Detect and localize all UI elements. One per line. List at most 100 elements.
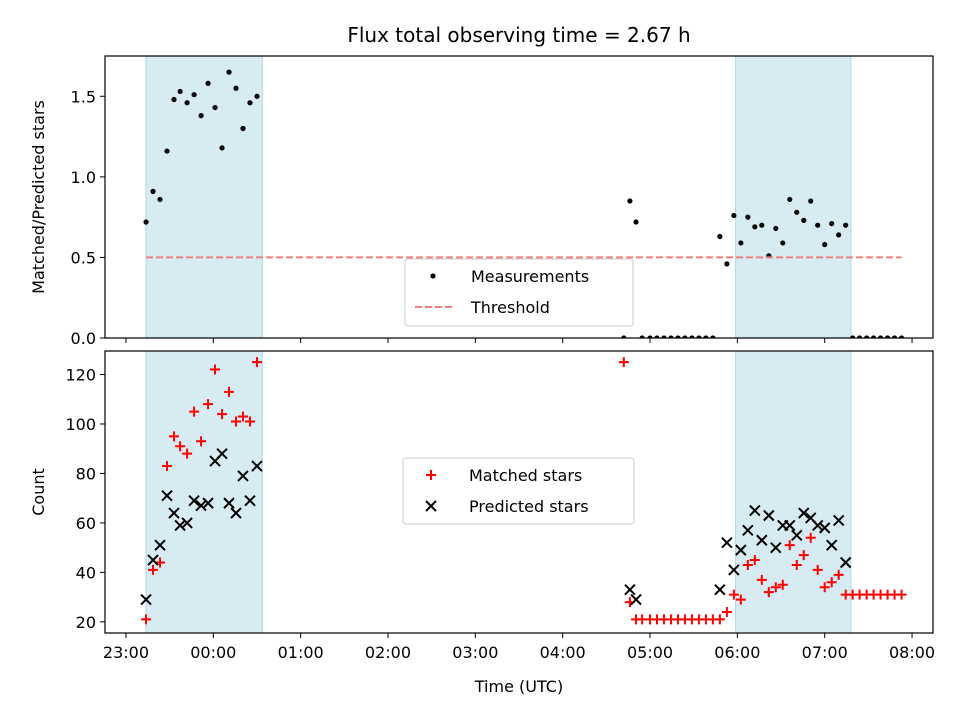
y-tick-label: 1.5 [71,87,96,106]
predicted-star-point [839,556,852,569]
measurement-point [745,214,751,220]
matched-star-point [721,606,732,617]
measurement-point [822,241,828,248]
predicted-star-point [812,519,824,532]
predicted-star-point [154,539,166,551]
measurement-point [884,335,891,338]
measurement-point [661,335,667,338]
predicted-star-point [216,447,228,460]
measurement-point [177,88,183,95]
matched-star-point [169,431,179,442]
matched-star-point [826,577,837,588]
measurement-point [703,335,709,338]
legend: Matched stars Predicted stars [402,457,635,525]
measurement-point [773,225,779,232]
predicted-star-point [791,529,803,541]
y-tick-label: 0.0 [71,329,96,348]
y-tick-label: 0.5 [71,248,96,267]
predicted-star-point [714,584,726,596]
measurement-point [247,100,253,106]
predicted-star-point [244,494,256,507]
predicted-star-point [763,509,775,522]
matched-star-point [728,589,739,600]
measurement-point [857,335,863,338]
measurement-point [898,335,905,338]
legend-box [404,258,634,327]
measurement-point [233,85,239,91]
matched-star-point [798,550,809,561]
matched-star-point [238,411,248,422]
measurement-point [724,261,730,267]
ratio-panel: 0.0 0.5 1.0 1.5 Matched/Predicted stars Measu… [29,55,934,348]
matched-star-point [812,564,823,575]
x-tick-label: 01:00 [278,643,324,662]
matched-star-point [756,574,767,585]
predicted-star-point [251,460,263,472]
predicted-star-point [223,497,235,509]
chart-title: Flux total observing time = 2.67 h [347,23,690,47]
measurement-point [696,335,702,338]
measurement-point [850,335,856,338]
counts-panel: 20 40 60 80 100 120 23:00 00:00 01:00 02:00 03:00 0… [29,350,935,662]
matched-star-point [763,587,774,598]
matched-star-point [217,409,228,420]
measurement-point [191,92,197,98]
matched-star-point [231,416,242,427]
plot-area [140,357,907,625]
measurement-point [240,125,246,132]
measurement-point [198,113,204,119]
predicted-star-point [784,519,796,532]
legend-plus-marker [426,470,436,480]
x-tick-label: 04:00 [540,643,586,662]
predicted-star-point [181,517,193,529]
matched-star-point [251,357,262,368]
axes-frame [104,55,934,339]
matched-star-point [189,406,200,417]
x-tick-label: 05:00 [627,643,673,662]
measurement-point [794,209,800,215]
y-axis-label: Count [29,468,48,516]
x-tick-label: 00:00 [190,643,236,662]
measurement-point [157,196,163,203]
legend: Measurements Threshold [404,258,634,327]
legend-label: Threshold [470,298,550,317]
x-tick-label: 08:00 [889,643,935,662]
x-tick-label: 07:00 [802,643,848,662]
matched-star-point [162,461,173,472]
measurement-point [212,104,218,111]
predicted-star-point [770,541,782,554]
measurement-point [780,240,786,246]
shaded-interval [735,55,852,339]
plot-area [143,69,905,338]
matched-star-point [182,448,193,459]
measurement-point [738,240,744,246]
matched-star-point [784,540,795,551]
x-tick-label: 06:00 [714,643,760,662]
measurement-point [647,335,653,338]
matched-star-point [735,594,746,605]
measurement-point [752,224,758,230]
predicted-star-point [832,514,845,527]
x-axis-label: Time (UTC) [474,677,563,696]
measurement-point [633,219,639,225]
legend-box [402,457,635,525]
predicted-star-point [202,497,214,509]
predicted-star-point [728,564,740,576]
matched-star-point [224,386,235,397]
measurement-point [871,335,877,338]
measurement-point [205,80,211,86]
predicted-star-point [630,593,642,606]
measurement-point [171,96,177,103]
measurement-point [164,148,170,154]
predicted-star-point [798,507,810,519]
predicted-star-point [825,539,838,551]
measurement-point [675,335,681,338]
measurement-point [891,335,898,338]
predicted-star-point [161,490,173,502]
predicted-star-point [756,534,768,546]
matched-star-point [618,357,629,368]
matched-star-point [777,579,788,590]
measurement-point [639,335,645,338]
legend-label: Matched stars [469,466,582,485]
matched-star-point [742,559,753,570]
